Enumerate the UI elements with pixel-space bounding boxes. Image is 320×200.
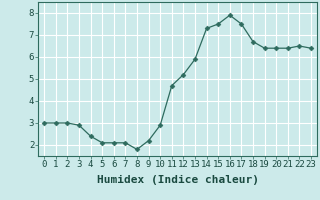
X-axis label: Humidex (Indice chaleur): Humidex (Indice chaleur) xyxy=(97,175,259,185)
